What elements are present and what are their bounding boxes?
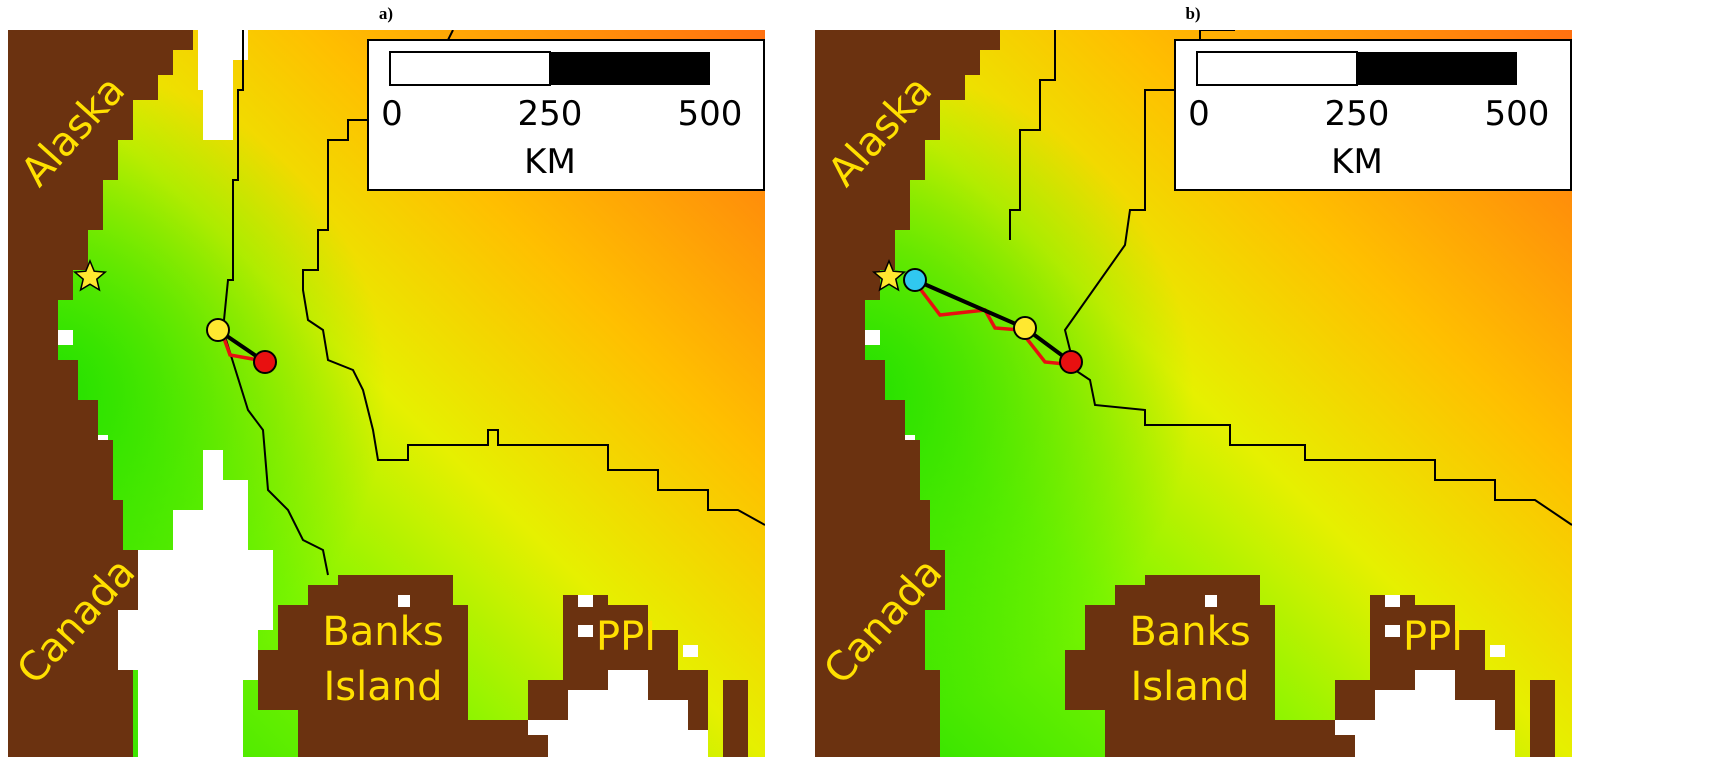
contour [1009, 30, 1056, 240]
scale-white [389, 51, 551, 86]
panel-label: a) [379, 4, 393, 23]
scale-tick-label: 500 [1485, 94, 1550, 134]
red-route [913, 280, 1066, 366]
star [871, 259, 907, 292]
land [815, 30, 1000, 757]
scale-tick-label: 0 [381, 94, 403, 134]
location-marker [253, 350, 277, 374]
scale-tick-label: 500 [678, 94, 743, 134]
place-label: Island [323, 664, 442, 710]
scale-tick-label: 0 [1188, 94, 1210, 134]
location-marker [1013, 316, 1037, 340]
ice [1335, 670, 1515, 757]
scale-tick-label: 250 [1325, 94, 1390, 134]
scale-tick-label: 250 [518, 94, 583, 134]
place-label: PPI [596, 614, 656, 660]
land [8, 30, 193, 757]
place-label: PPI [1403, 614, 1463, 660]
scale-black [1357, 52, 1517, 85]
place-label: Island [1130, 664, 1249, 710]
scale-white [1196, 51, 1358, 86]
ice [198, 30, 248, 140]
location-marker [903, 268, 927, 292]
place-label: Banks [1129, 609, 1250, 655]
panel-label: b) [1185, 4, 1200, 23]
scale-black [550, 52, 710, 85]
land [1065, 575, 1295, 757]
scale-unit: KM [524, 142, 576, 182]
land [258, 575, 488, 757]
scale-unit: KM [1331, 142, 1383, 182]
star [72, 259, 108, 292]
ice [118, 450, 273, 757]
location-marker [206, 318, 230, 342]
place-label: Banks [322, 609, 443, 655]
location-marker [1059, 350, 1083, 374]
ice [528, 670, 708, 757]
